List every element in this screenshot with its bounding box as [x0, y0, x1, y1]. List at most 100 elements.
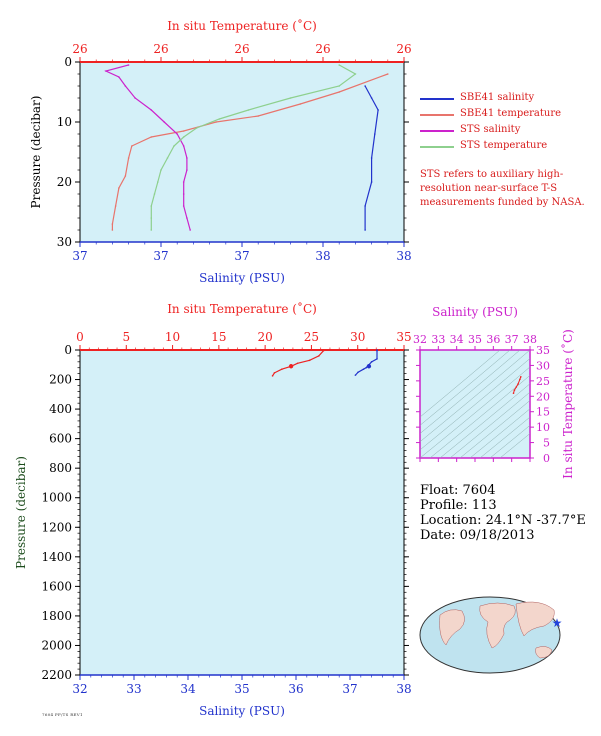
series-point	[186, 169, 188, 171]
series-point	[364, 85, 366, 87]
top-axis-title: In situ Temperature (˚C)	[167, 18, 317, 33]
series-point	[160, 169, 162, 171]
legend-item: STS salinity	[420, 122, 561, 138]
series-point	[182, 181, 185, 183]
bottom-tick-label: 34	[180, 682, 196, 696]
series-point	[376, 349, 378, 352]
bottom-tick-label: 38	[396, 682, 411, 696]
location-map: ★	[419, 596, 563, 674]
bottom-axis-title: Salinity (PSU)	[199, 271, 285, 285]
ts-top-tick-label: 38	[523, 333, 537, 346]
series-line	[364, 85, 379, 230]
legend-swatch	[420, 98, 454, 100]
series-point	[296, 362, 299, 365]
plot-area	[79, 61, 405, 243]
density-contour	[459, 400, 530, 458]
density-contour	[489, 424, 530, 458]
series-point	[118, 187, 120, 189]
series-point	[124, 85, 127, 87]
ts-point	[519, 378, 521, 381]
y-tick-label: 0	[64, 55, 72, 69]
series-point	[182, 205, 185, 207]
ts-top-tick-label: 33	[431, 333, 445, 346]
ts-right-tick-label: 5	[543, 437, 550, 450]
ts-right-tick-label: 15	[536, 406, 550, 419]
series-point	[338, 91, 341, 93]
y-tick-label: 1400	[41, 550, 72, 564]
top-tick-label: 20	[258, 330, 273, 344]
series-point	[322, 349, 325, 352]
footer-label: 7604 PF/TS REV1	[42, 712, 83, 717]
series-point	[308, 359, 311, 362]
density-contour	[499, 433, 530, 458]
series-point	[186, 157, 188, 159]
ts-right-tick-label: 30	[536, 359, 550, 372]
series-point	[111, 223, 114, 225]
landmass-australia	[535, 646, 553, 659]
series-point	[124, 175, 127, 177]
series-point	[131, 145, 133, 147]
series-point	[374, 133, 376, 135]
series-point	[376, 358, 378, 360]
y-axis-title: Pressure (decibar)	[14, 456, 28, 569]
bottom-axis-title: Salinity (PSU)	[199, 704, 285, 718]
y-tick-label: 1800	[41, 609, 72, 623]
y-tick-label: 600	[49, 432, 72, 446]
y-tick-label: 1200	[41, 520, 72, 534]
top-tick-label: 26	[153, 42, 168, 56]
legend-swatch	[420, 114, 454, 116]
bottom-tick-label: 37	[234, 249, 249, 263]
series-point	[370, 97, 373, 99]
nearsurface-profile-panel: 26 26 26 26 26 In situ Temperature (˚C) 37 37 37…	[29, 18, 412, 285]
density-contour	[479, 416, 530, 458]
series-point	[127, 64, 130, 66]
series-point	[377, 109, 379, 111]
series-point	[156, 181, 159, 183]
series-point	[105, 70, 107, 72]
series-point	[281, 368, 283, 371]
density-contour	[420, 350, 521, 434]
series-point	[150, 109, 153, 111]
ts-plot-area	[419, 349, 531, 459]
top-tick-label: 30	[350, 330, 365, 344]
series-point	[370, 361, 373, 363]
top-tick-label: 15	[211, 330, 226, 344]
ts-point	[517, 383, 519, 385]
bottom-tick-label: 37	[72, 249, 87, 263]
ts-right-tick-label: 35	[536, 344, 550, 357]
top-tick-label: 25	[304, 330, 319, 344]
density-contour	[420, 366, 530, 458]
ts-point	[520, 376, 522, 378]
series-point	[357, 371, 359, 373]
series-point	[289, 97, 292, 99]
float-id: Float: 7604	[420, 483, 496, 498]
top-tick-label: 0	[76, 330, 84, 344]
y-tick-label: 20	[57, 175, 72, 189]
density-contour	[420, 350, 511, 426]
float-location-star-icon: ★	[552, 616, 563, 630]
y-tick-label: 800	[49, 461, 72, 475]
legend-label: STS temperature	[460, 140, 548, 151]
landmass-africa-europe	[479, 602, 516, 649]
ts-top-tick-label: 34	[450, 333, 464, 346]
series-point	[182, 145, 185, 147]
series-point	[114, 205, 117, 207]
ts-top-tick-label: 37	[505, 333, 519, 346]
series-point	[273, 372, 276, 374]
y-tick-label: 30	[57, 235, 72, 249]
y-tick-label: 1000	[41, 491, 72, 505]
float-info: Float: 7604 Profile: 113 Location: 24.1°…	[420, 483, 586, 543]
series-point	[362, 368, 365, 371]
series-point	[150, 217, 153, 219]
date: Date: 09/18/2013	[420, 528, 535, 543]
series-line	[150, 64, 357, 230]
full-profile-panel: 0 5 10 15 20 25 30 35 In situ Temperature (˚C) 32…	[14, 301, 412, 718]
legend: SBE41 salinity SBE41 temperature STS sal…	[420, 90, 561, 154]
sts-note: STS refers to auxiliary high-resolution …	[420, 169, 585, 208]
series-point	[182, 130, 185, 132]
series-point	[387, 73, 389, 75]
bottom-tick-label: 37	[342, 682, 357, 696]
top-tick-label: 10	[165, 330, 180, 344]
top-tick-label: 26	[72, 42, 87, 56]
